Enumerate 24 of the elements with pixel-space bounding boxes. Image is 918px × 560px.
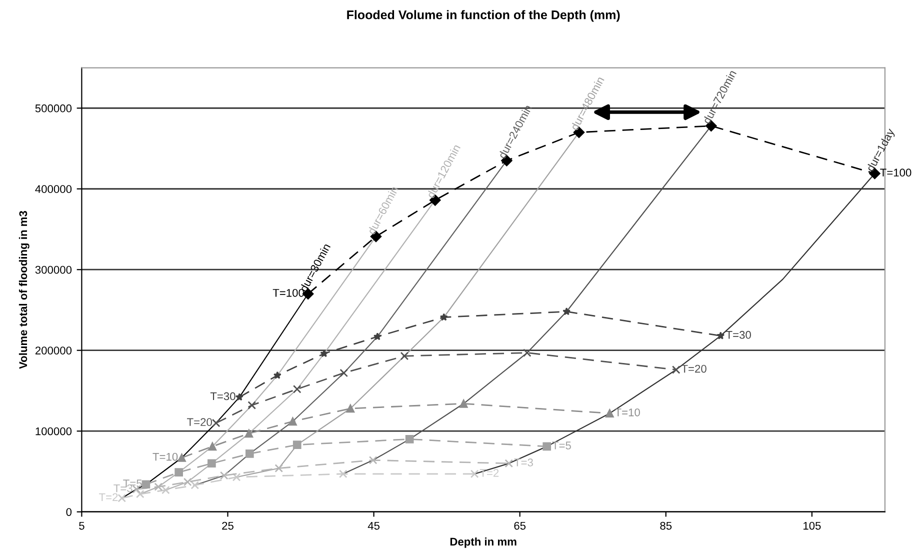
text: T=5 bbox=[552, 442, 571, 450]
x-tick-label: 85 bbox=[660, 522, 672, 530]
y-tick-label: 500000 bbox=[35, 104, 72, 112]
chart-title: Flooded Volume in function of the Depth (mm) bbox=[347, 10, 620, 22]
text: T=30 bbox=[726, 330, 751, 339]
series-label: T=30 bbox=[210, 392, 236, 400]
x-tick-label: 65 bbox=[514, 522, 526, 530]
y-tick-label: 200000 bbox=[35, 346, 72, 354]
series-label: T=20 bbox=[187, 418, 212, 426]
x-axis-title: Depth in mm bbox=[450, 537, 516, 548]
text: T=20 bbox=[681, 364, 706, 373]
y-axis-title: Volume total of flooding in m3 bbox=[18, 210, 30, 369]
x-tick-label: 105 bbox=[804, 522, 821, 530]
text: T=2 bbox=[480, 469, 499, 477]
y-tick-label: 0 bbox=[66, 508, 72, 516]
x-tick-label: 45 bbox=[368, 522, 380, 530]
y-tick-label: 400000 bbox=[35, 185, 72, 194]
x-tick-label: 5 bbox=[79, 522, 84, 530]
series-label: T=10 bbox=[152, 452, 178, 461]
y-tick-label: 300000 bbox=[35, 266, 72, 274]
text: T=3 bbox=[514, 458, 533, 466]
text: T=10 bbox=[615, 408, 640, 416]
x-tick-label: 25 bbox=[222, 522, 234, 530]
y-tick-label: 100000 bbox=[36, 427, 72, 436]
